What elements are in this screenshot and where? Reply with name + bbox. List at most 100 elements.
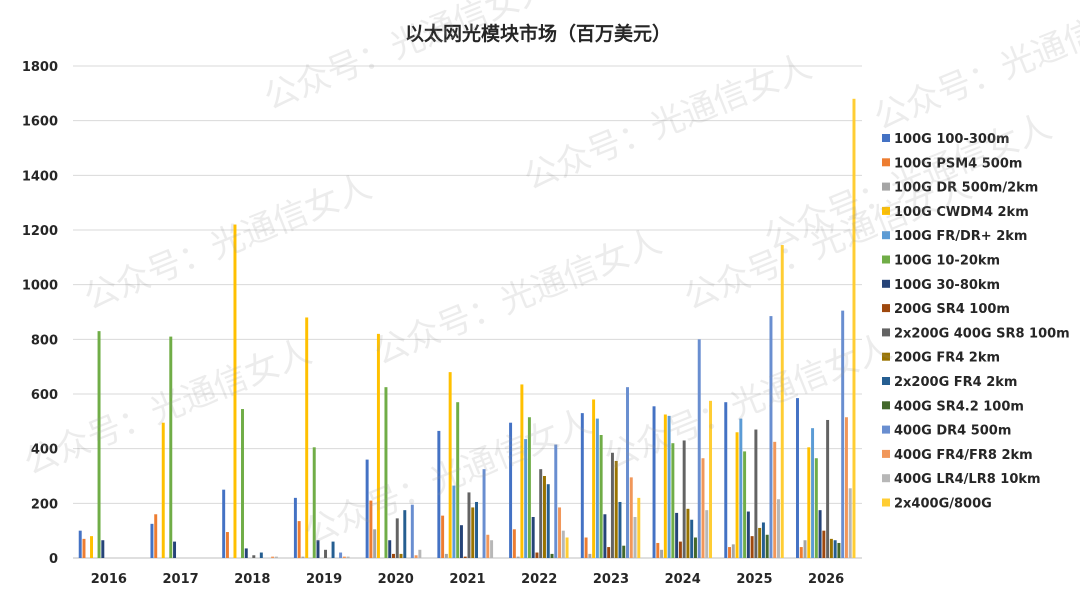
bar-2020-series-7 [392,553,395,558]
watermark-text: 公众号：光通信女人 [598,327,897,479]
bar-2016-series-5 [97,331,101,558]
legend-label: 200G SR4 100m [894,302,1010,317]
x-axis-ticks: 2016 2017 2018 2019 2020 2021 2022 2023 2024 2025… [91,572,844,587]
bar-2026-series-5 [814,458,818,558]
legend-swatch [882,255,890,264]
legend-swatch [882,206,890,215]
x-tick-label: 2016 [91,572,127,587]
y-tick-label: 200 [31,497,58,512]
bar-2024-series-2 [660,549,664,558]
legend-label: 200G FR4 2km [894,351,1000,366]
bar-2024-series-3 [663,414,667,558]
bar-2021-series-1 [441,515,445,558]
bar-2026-series-2 [803,540,807,558]
watermark-text: 公众号：光通信女人 [18,332,317,484]
bar-2021-series-2 [444,553,448,558]
legend-item: 100G PSM4 500m [882,156,1022,171]
bar-2022-series-11 [550,553,554,558]
bar-2021-series-14 [490,540,494,558]
bar-2022-series-6 [531,517,535,558]
bar-2020-series-10 [403,510,407,558]
bar-2022-series-13 [558,507,562,558]
bar-2023-series-6 [603,514,607,558]
bar-2023-series-12 [626,387,629,558]
bar-2026-series-3 [807,447,811,558]
legend-swatch [882,474,890,483]
bar-2016-series-3 [90,536,94,558]
bar-2022-series-3 [520,384,524,558]
bar-2022-series-1 [512,529,516,558]
bar-2019-series-6 [316,540,320,558]
legend-item: 200G SR4 100m [882,302,1010,317]
legend-swatch [882,304,890,313]
bar-2019-series-1 [297,521,301,558]
bar-2022-series-12 [554,444,558,558]
bar-2016-series-6 [101,540,105,558]
bar-2023-series-10 [618,501,622,558]
legend-item: 2x400G/800G [882,497,992,512]
bar-2021-series-5 [456,402,460,558]
legend-label: 400G SR4.2 100m [894,399,1024,414]
y-tick-label: 400 [31,443,58,458]
bar-2023-series-5 [599,435,603,558]
watermark-text: 公众号：光通信女人 [298,402,597,554]
bar-2024-series-5 [671,443,675,558]
y-tick-label: 1600 [22,115,58,130]
x-tick-label: 2024 [665,572,701,587]
bar-2020-series-12 [410,504,414,558]
bar-2026-series-6 [818,510,822,558]
bar-2018-series-0 [222,489,226,558]
bar-2017-series-6 [173,541,177,558]
legend-label: 2x200G 400G SR8 100m [894,326,1070,341]
bar-2023-series-15 [637,497,641,558]
legend-label: 100G 10-20km [894,254,1000,269]
bar-2025-series-11 [765,534,769,558]
legend: 100G 100-300m 100G PSM4 500m 100G DR 500m/… [882,132,1070,512]
bar-2018-series-5 [241,409,244,558]
bar-2020-series-0 [365,459,369,558]
bar-2020-series-2 [373,529,377,558]
chart-title: 以太网光模块市场（百万美元） [405,22,671,45]
legend-item: 400G SR4.2 100m [882,399,1024,414]
watermark-text: 公众号：光通信女人 [868,0,1080,138]
legend-swatch [882,425,890,434]
bar-2022-series-10 [546,484,550,558]
legend-label: 100G CWDM4 2km [894,205,1029,220]
bar-2023-series-9 [614,460,618,558]
legend-swatch [882,377,890,385]
bar-2026-series-1 [799,547,803,558]
bar-2026-series-9 [829,538,833,558]
bar-2024-series-8 [682,440,686,558]
bar-2023-series-2 [588,553,592,558]
legend-swatch [882,498,890,507]
bar-2020-series-6 [388,540,392,558]
bar-2025-series-6 [746,511,750,558]
bar-2024-series-10 [690,519,694,558]
bar-2025-series-15 [780,245,784,559]
bar-2021-series-6 [459,525,463,558]
bar-2024-series-15 [709,400,713,558]
bar-2019-series-5 [312,447,316,558]
legend-label: 100G 100-300m [894,132,1010,147]
bar-2026-series-11 [837,542,841,558]
legend-item: 200G FR4 2km [882,351,1000,366]
y-tick-label: 1400 [22,169,58,184]
bar-2018-series-14 [274,556,278,558]
legend-swatch [882,328,890,337]
legend-item: 100G CWDM4 2km [882,205,1029,220]
x-tick-label: 2019 [306,572,342,587]
bar-2025-series-1 [728,547,732,558]
bar-2025-series-8 [754,429,758,558]
x-tick-label: 2022 [521,572,557,587]
y-tick-label: 800 [31,333,58,348]
bar-2021-series-9 [471,507,475,558]
legend-swatch [882,158,890,167]
legend-swatch [882,182,890,191]
x-tick-label: 2020 [378,572,414,587]
bar-2022-series-2 [516,556,520,558]
bars [78,98,856,559]
legend-item: 100G DR 500m/2km [882,181,1038,196]
bar-2018-series-13 [271,556,275,558]
bar-2025-series-7 [750,536,754,558]
